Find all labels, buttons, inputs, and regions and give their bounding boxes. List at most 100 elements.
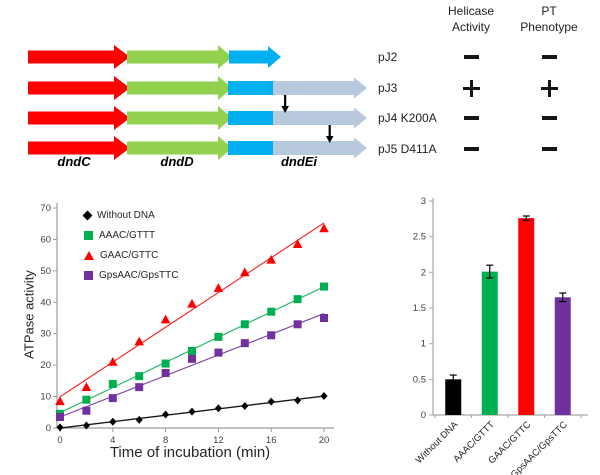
y-tick-label: 30 — [40, 329, 51, 340]
x-axis-title: Time of incubation (min) — [109, 444, 271, 461]
trendline-gpsaac-gpsttc — [59, 313, 325, 418]
legend-item: AAAC/GTTT — [84, 225, 178, 245]
legend-item-label: GpsAAC/GpsTTC — [99, 269, 179, 281]
pt-phenotype-value — [535, 46, 563, 68]
dndD-arrow — [127, 106, 232, 130]
dndC-arrow — [28, 136, 130, 160]
pt-phenotype-value — [535, 77, 563, 99]
construct-label: pJ5 D411A — [378, 142, 437, 156]
y-tick-label: 50 — [40, 266, 51, 277]
dndEi-extension-arrow — [273, 137, 367, 159]
y-tick-label: 0 — [46, 423, 51, 434]
plus-icon — [462, 79, 480, 97]
x-tick-label: 4 — [110, 435, 115, 446]
series-markers-without-dna — [56, 391, 328, 432]
bar-aaac-gttt — [481, 271, 498, 415]
pt-phenotype-value — [535, 138, 563, 160]
dndEi-arrow — [229, 46, 281, 68]
error-bar — [522, 215, 530, 221]
pt-phenotype-value — [535, 107, 563, 129]
x-tick-label: 8 — [163, 435, 168, 446]
helicase-activity-value — [457, 138, 485, 160]
trendline-gaac-gttc — [59, 222, 325, 398]
x-tick-label: 16 — [266, 435, 277, 446]
atpase-activity-line-chart: 0 10 20 30 40 50 60 70 0 4 8 12 16 20 — [40, 203, 334, 446]
helicase-activity-value — [457, 77, 485, 99]
diamond-marker-icon — [82, 210, 93, 220]
y-tick-label: 1.5 — [413, 303, 426, 314]
helicase-activity-value — [457, 46, 485, 68]
y-tick-label: 0 — [421, 410, 426, 421]
y-tick-label: 20 — [40, 360, 51, 371]
construct-label: pJ2 — [378, 50, 398, 64]
gene-label-dndEi: dndEi — [280, 154, 318, 169]
minus-icon — [541, 116, 557, 120]
plus-icon — [540, 79, 558, 97]
y-tick-label: 40 — [40, 297, 51, 308]
construct-row-pJ5 — [28, 125, 367, 160]
legend-item-label: GAAC/GTTC — [100, 249, 159, 261]
construct-label: pJ4 K200A — [378, 111, 437, 125]
dndEi-segment — [228, 141, 273, 155]
legend-item: GAAC/GTTC — [84, 245, 178, 265]
square-marker-icon — [84, 270, 93, 280]
legend-item: Without DNA — [82, 205, 178, 225]
error-bar — [486, 264, 494, 279]
error-bar — [559, 292, 567, 303]
legend-item-label: AAAC/GTTT — [99, 229, 156, 241]
series-markers-gaac-gttc — [55, 223, 329, 406]
dndC-arrow — [28, 76, 130, 100]
legend-item-label: Without DNA — [97, 209, 155, 221]
minus-icon — [463, 147, 479, 151]
y-tick-label: 1 — [421, 339, 426, 350]
series-markers-gpsaac-gpsttc — [56, 314, 328, 421]
plot-area: 0 10 20 30 40 50 60 70 0 4 8 12 16 20 — [40, 203, 334, 446]
column-header-pt-phenotype: PT Phenotype — [520, 4, 578, 34]
dndEi-extension-arrow — [273, 107, 367, 129]
minus-icon — [541, 55, 557, 59]
construct-row-pJ3 — [28, 76, 367, 100]
y-tick-label: 2.5 — [413, 232, 426, 243]
y-tick-label: 2 — [421, 267, 426, 278]
series-markers-aaac-gttt — [56, 282, 328, 418]
minus-icon — [541, 147, 557, 151]
y-tick-label: 10 — [40, 392, 51, 403]
dndD-arrow — [127, 45, 232, 69]
dndEi-extension-arrow — [273, 77, 367, 99]
square-marker-icon — [84, 230, 93, 240]
dndEi-segment — [228, 111, 273, 125]
x-tick-label: 0 — [57, 435, 62, 446]
y-tick-label: 70 — [40, 203, 51, 214]
gene-label-dndC: dndC — [57, 154, 91, 169]
chart-legend: Without DNA AAAC/GTTT GAAC/GTTC GpsAAC/G… — [82, 205, 178, 285]
construct-label: pJ3 — [378, 81, 398, 95]
minus-icon — [463, 116, 479, 120]
dndC-arrow — [28, 106, 130, 130]
gene-construct-diagram — [28, 45, 367, 160]
y-axis-title: ATPase activity — [21, 270, 37, 359]
legend-item: GpsAAC/GpsTTC — [84, 265, 178, 285]
helicase-activity-value — [457, 107, 485, 129]
x-tick-label: 12 — [213, 435, 224, 446]
y-tick-label: 3 — [421, 196, 426, 207]
triangle-marker-icon — [84, 250, 94, 260]
minus-icon — [463, 55, 479, 59]
dndC-arrow — [28, 45, 130, 69]
mutation-site-arrow-icon — [281, 95, 289, 113]
y-tick-label: 0.5 — [413, 374, 426, 385]
x-tick-label: 20 — [319, 435, 330, 446]
bar-gaac-gttc — [518, 218, 535, 415]
construct-row-pJ2 — [28, 45, 281, 69]
bar-gpsaac-gpsttc — [554, 297, 571, 415]
dndEi-segment — [228, 81, 273, 95]
error-bar — [449, 374, 457, 385]
mutation-site-arrow-icon — [325, 125, 334, 143]
bar-without-dna — [445, 379, 462, 415]
construct-row-pJ4 — [28, 95, 367, 130]
dndD-arrow — [127, 76, 232, 100]
gene-label-dndD: dndD — [160, 154, 194, 169]
dndD-arrow — [127, 136, 232, 160]
